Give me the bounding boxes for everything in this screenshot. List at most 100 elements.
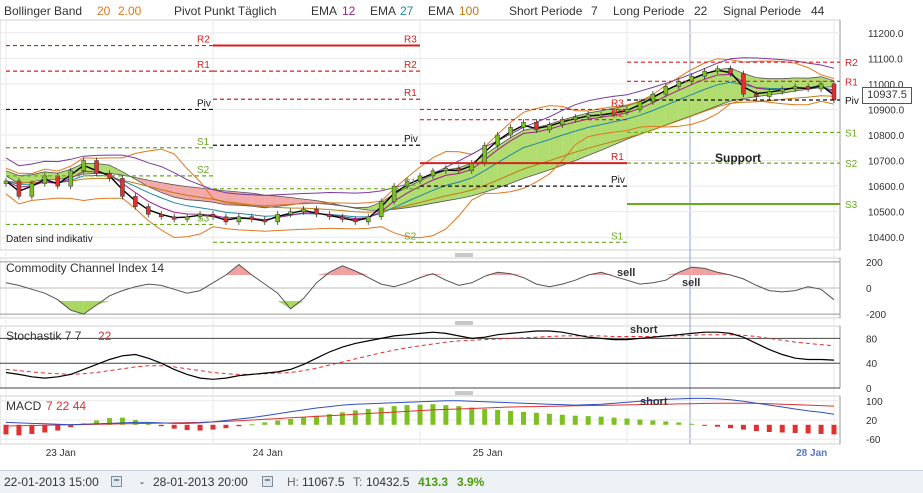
macd-histogram-bar xyxy=(171,424,177,429)
legend-bollinger-label: Bollinger Band xyxy=(4,4,83,18)
candle-body xyxy=(831,83,837,101)
macd-histogram-bar xyxy=(275,420,281,425)
cloud-segment xyxy=(109,165,123,176)
legend-ema12-value: 12 xyxy=(342,4,356,18)
x-tick-label: 23 Jan xyxy=(46,448,76,459)
candle-body xyxy=(16,180,22,197)
pivot-label-right: Piv xyxy=(845,96,859,107)
macd-short-annotation: short xyxy=(640,396,668,408)
y-tick-label-macd: 100 xyxy=(866,397,883,408)
macd-histogram-bar xyxy=(792,424,798,433)
candle-body xyxy=(236,216,242,223)
y-tick-label-main: 10800.0 xyxy=(868,131,905,142)
ema27-line xyxy=(5,81,835,218)
date-to: 28-01-2013 20:00 xyxy=(153,475,248,489)
cloud-segment xyxy=(238,192,252,207)
y-tick-label-macd: 20 xyxy=(866,416,878,427)
cloud-segment xyxy=(691,74,705,116)
macd-histogram-bar xyxy=(301,417,307,425)
candle-body xyxy=(275,213,280,223)
x-tick-label: 25 Jan xyxy=(473,448,503,459)
cloud-segment xyxy=(148,180,162,193)
candle-body xyxy=(508,127,513,136)
legend-signal-label: Signal Periode xyxy=(723,4,802,18)
candle-body xyxy=(29,183,35,197)
candle-body xyxy=(482,144,487,164)
macd-histogram-bar xyxy=(158,424,164,427)
candle-body xyxy=(495,134,500,146)
pivot-label: R3 xyxy=(611,98,624,109)
cloud-segment xyxy=(18,174,32,184)
macd-signal-line xyxy=(5,402,835,427)
macd-histogram-bar xyxy=(521,411,526,425)
y-tick-label-main: 10600.0 xyxy=(868,182,905,193)
macd-histogram-bar xyxy=(598,416,604,425)
cloud-segment xyxy=(639,96,653,135)
pivot-label: S1 xyxy=(404,178,417,189)
cloud-segment xyxy=(368,202,382,211)
candle-body xyxy=(547,124,552,131)
low-value: 10432.5 xyxy=(366,475,410,489)
pivot-label: R2 xyxy=(404,60,417,71)
cloud-segment xyxy=(510,130,524,184)
chart-canvas: 23 Jan 24 Jan 25 Jan 28 Jan 10400.0 10500.0 10… xyxy=(0,19,905,459)
bollinger-upper xyxy=(5,58,835,207)
cloud-segment xyxy=(6,170,19,184)
candle-body xyxy=(68,170,73,187)
candle-body xyxy=(223,216,229,223)
cloud-segment xyxy=(381,194,395,211)
change-value: 413.3 xyxy=(418,475,449,489)
macd-histogram-bar xyxy=(288,419,294,425)
candle-body xyxy=(689,75,694,82)
candle-body xyxy=(288,211,293,215)
y-tick-label-cci: 0 xyxy=(866,284,872,295)
pivot-label: S2 xyxy=(404,231,417,242)
macd-histogram-bar xyxy=(223,424,229,429)
macd-line xyxy=(5,397,835,426)
cci-overbought-fill xyxy=(601,272,615,275)
cloud-segment xyxy=(588,110,602,156)
cci-oversold-fill xyxy=(83,301,97,315)
candle-body xyxy=(663,86,669,95)
y-tick-label-main: 11200.0 xyxy=(868,29,904,40)
indicator-legend: Bollinger Band 20 2.00 Pivot Punkt Tägli… xyxy=(0,0,923,20)
macd-histogram-bar xyxy=(469,407,475,425)
candle-body xyxy=(327,213,332,218)
macd-histogram-bar xyxy=(339,412,345,425)
candle-body xyxy=(754,93,759,97)
y-tick-label-cci: -200 xyxy=(866,310,886,321)
cci-overbought-fill xyxy=(678,267,692,275)
macd-histogram-bar xyxy=(702,424,708,426)
candle-body xyxy=(366,216,371,223)
cci-title: Commodity Channel Index 14 xyxy=(6,261,164,275)
macd-histogram-bar xyxy=(352,410,358,425)
macd-histogram-bar xyxy=(559,414,565,425)
pivot-label-right: S3 xyxy=(845,200,858,211)
cloud-segment xyxy=(174,184,188,200)
macd-histogram-bar xyxy=(585,416,591,425)
panel-splitter-2 xyxy=(455,391,473,395)
pivot-label-right: S2 xyxy=(845,159,858,170)
macd-histogram-bar xyxy=(197,424,203,431)
cci-overbought-fill xyxy=(691,267,705,275)
candle-body xyxy=(94,160,99,174)
pivot-label: R2 xyxy=(611,109,624,120)
pivot-label: S1 xyxy=(197,137,210,148)
cloud-segment xyxy=(251,193,265,208)
macd-histogram-bar xyxy=(637,419,643,425)
calendar-from-icon[interactable] xyxy=(111,476,122,487)
macd-histogram-bar xyxy=(249,424,255,426)
cci-oversold-fill xyxy=(290,301,304,309)
y-tick-label-main: 10700.0 xyxy=(868,157,905,168)
legend-ema100-value: 100 xyxy=(459,4,480,18)
high-value: 11067.5 xyxy=(302,475,345,489)
stoch-short-annotation: short xyxy=(630,324,658,336)
macd-histogram-bar xyxy=(55,424,61,431)
macd-histogram-bar xyxy=(68,424,74,428)
macd-histogram-bar xyxy=(753,424,759,432)
cci-line xyxy=(5,263,835,315)
calendar-to-icon[interactable] xyxy=(262,476,273,487)
legend-long-value: 22 xyxy=(694,4,708,18)
cci-overbought-fill xyxy=(329,265,343,275)
candle-body xyxy=(805,86,811,90)
